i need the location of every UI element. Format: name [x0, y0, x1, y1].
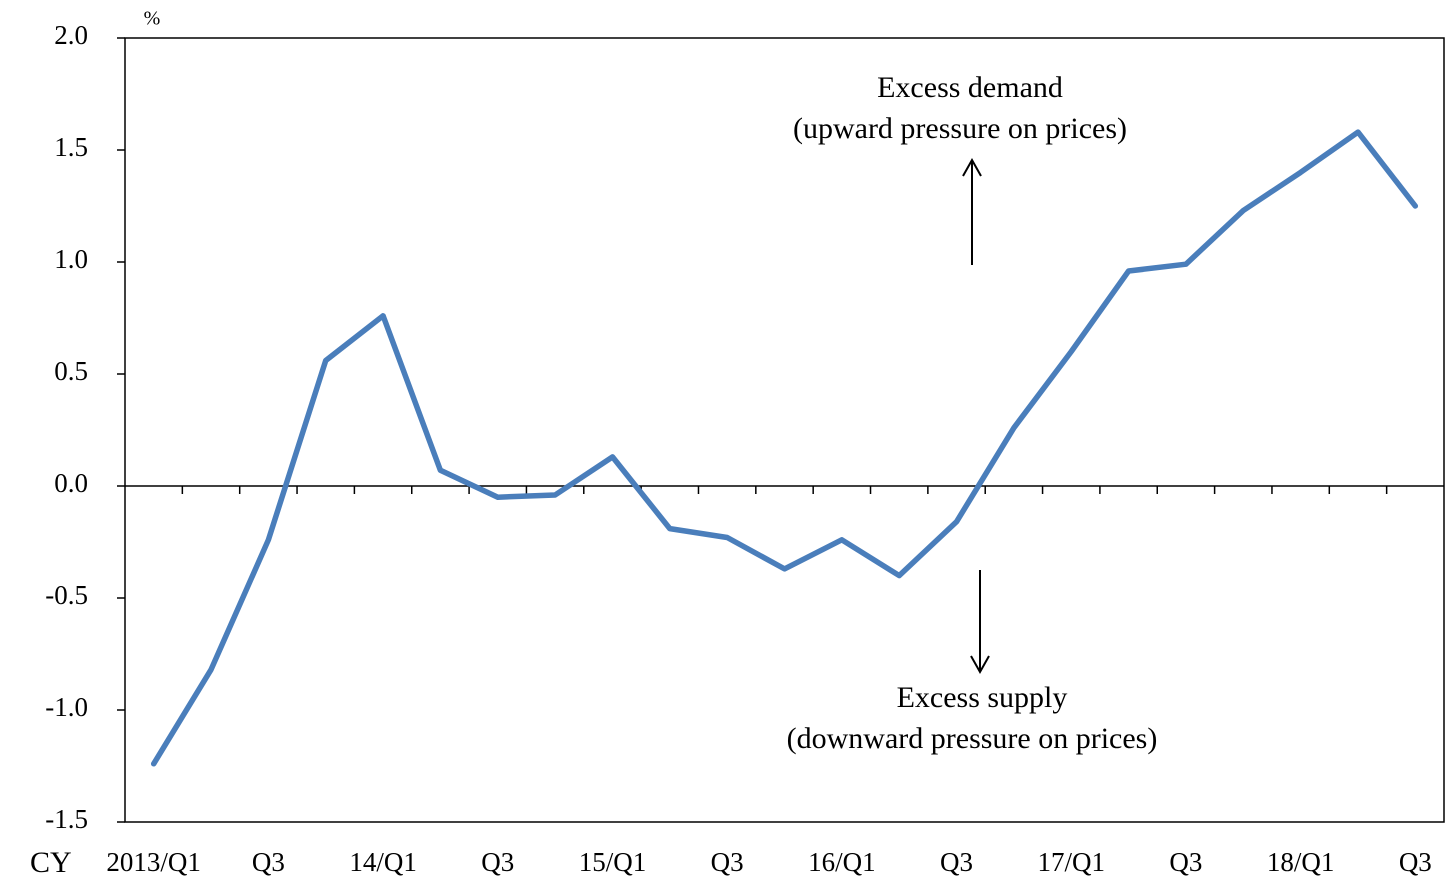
x-tick-label: 15/Q1	[579, 847, 647, 877]
x-tick-label: Q3	[940, 847, 973, 877]
x-tick-label: Q3	[711, 847, 744, 877]
x-tick-label: Q3	[252, 847, 285, 877]
y-tick-label: 1.5	[54, 132, 88, 162]
x-tick-label: Q3	[1169, 847, 1202, 877]
annotation: (downward pressure on prices)	[787, 722, 1158, 755]
y-tick-label: -1.5	[45, 804, 88, 834]
y-tick-label: 0.5	[54, 356, 88, 386]
x-tick-label: 17/Q1	[1037, 847, 1105, 877]
x-tick-label: 16/Q1	[808, 847, 876, 877]
plot-frame	[124, 37, 1445, 823]
arrow-down	[970, 570, 990, 675]
x-tick-label: 18/Q1	[1267, 847, 1335, 877]
annotation: Excess supply	[897, 681, 1068, 714]
y-tick-label: 2.0	[54, 20, 88, 50]
y-tick-label: -0.5	[45, 580, 88, 610]
line-series	[150, 129, 1419, 767]
annotation: Excess demand	[877, 71, 1063, 104]
y-tick-label: 1.0	[54, 244, 88, 274]
x-tick-label: Q3	[481, 847, 514, 877]
x-tick-label: 14/Q1	[349, 847, 417, 877]
y-tick-label: 0.0	[54, 468, 88, 498]
annotation: (upward pressure on prices)	[793, 112, 1127, 145]
x-tick-label: Q3	[1399, 847, 1432, 877]
x-prefix: CY	[30, 846, 72, 879]
arrow-up	[962, 157, 982, 265]
unit-label: %	[144, 8, 161, 30]
y-tick-label: -1.0	[45, 692, 88, 722]
x-tick-label: 2013/Q1	[106, 847, 201, 877]
